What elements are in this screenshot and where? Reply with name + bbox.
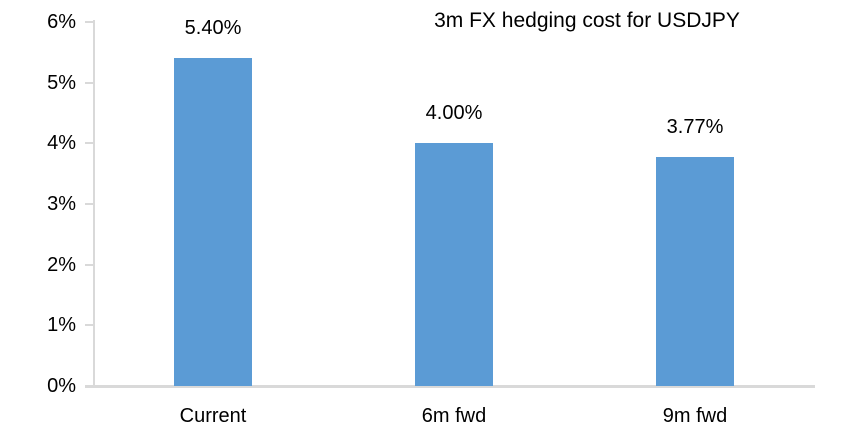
x-axis-category-label: 6m fwd: [421, 405, 487, 427]
y-axis-tick-mark: [85, 82, 93, 84]
y-axis-tick-mark: [85, 324, 93, 326]
y-axis-tick-mark: [85, 264, 93, 266]
y-axis-tick-label: 3%: [47, 193, 76, 215]
y-axis-tick-mark: [85, 142, 93, 144]
chart-title: 3m FX hedging cost for USDJPY: [434, 9, 740, 32]
y-axis-tick-label: 5%: [47, 72, 76, 94]
y-axis-line: [93, 20, 95, 386]
x-axis-category-label: Current: [179, 405, 247, 427]
y-axis-tick-label: 6%: [47, 11, 76, 33]
y-axis-tick-label: 1%: [47, 314, 76, 336]
y-axis-tick-label: 0%: [47, 375, 76, 397]
y-axis-tick-mark: [85, 203, 93, 205]
y-axis-tick-mark: [85, 21, 93, 23]
bar-6m-fwd: [415, 143, 493, 386]
bar-value-label: 5.40%: [184, 17, 242, 39]
bar-value-label: 3.77%: [666, 116, 724, 138]
x-axis-line: [85, 385, 815, 388]
y-axis-tick-label: 4%: [47, 132, 76, 154]
bar-value-label: 4.00%: [425, 102, 483, 124]
bar-9m-fwd: [656, 157, 734, 386]
bar-current: [174, 58, 252, 386]
y-axis-tick-label: 2%: [47, 254, 76, 276]
x-axis-category-label: 9m fwd: [662, 405, 728, 427]
